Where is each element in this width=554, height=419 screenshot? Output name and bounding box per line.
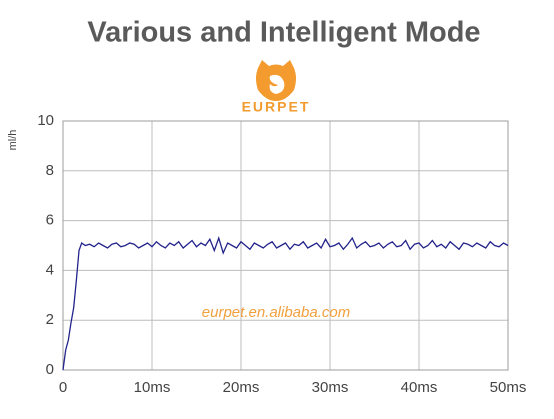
logo-text: EURPET — [242, 99, 311, 115]
x-tick-label: 50ms — [490, 379, 527, 396]
plot-area: 0 2 4 6 8 10 0 10ms 20ms 30ms 40ms 50ms — [37, 112, 526, 396]
x-tick-label: 40ms — [401, 379, 438, 396]
y-tick-label: 6 — [46, 212, 54, 229]
x-tick-label: 30ms — [312, 379, 349, 396]
x-tick-label: 20ms — [223, 379, 260, 396]
y-tick-label: 0 — [46, 361, 54, 378]
y-tick-label: 8 — [46, 162, 54, 179]
y-tick-label: 2 — [46, 311, 54, 328]
y-tick-label: 10 — [37, 112, 54, 129]
x-tick-label: 10ms — [134, 379, 171, 396]
y-tick-label: 4 — [46, 261, 54, 278]
watermark: eurpet.en.alibaba.com — [202, 304, 350, 321]
chart-title: Various and Intelligent Mode — [87, 17, 480, 49]
logo-icon — [256, 60, 296, 101]
x-tick-label: 0 — [59, 379, 67, 396]
data-line — [62, 235, 509, 371]
y-axis-label: ml/h — [7, 130, 19, 151]
